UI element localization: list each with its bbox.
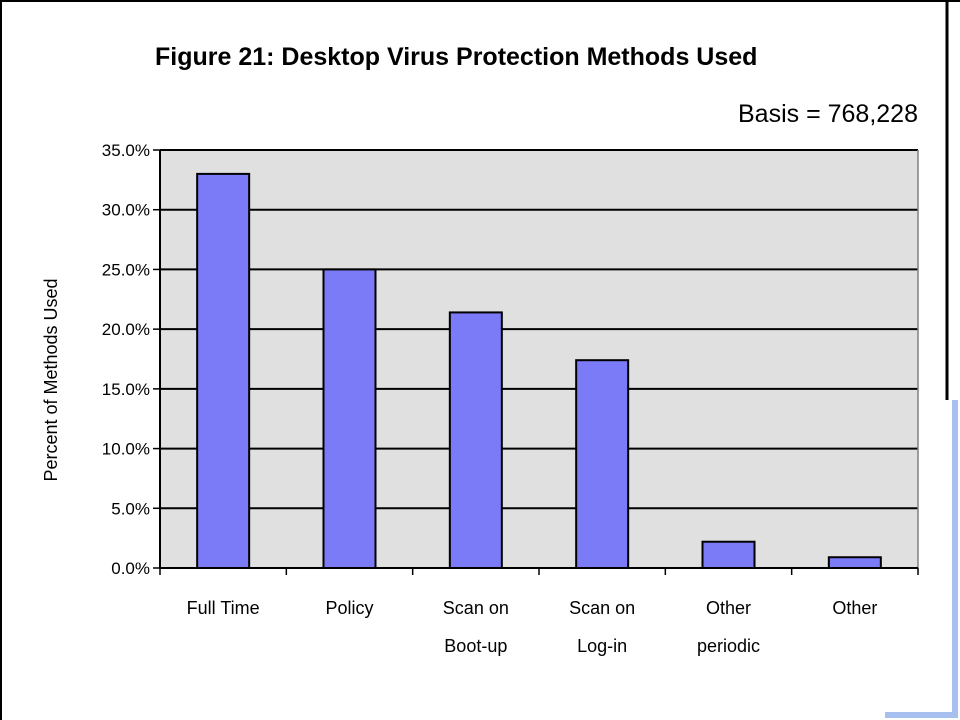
y-tick-label: 10.0% xyxy=(102,440,150,459)
y-tick-label: 30.0% xyxy=(102,201,150,220)
y-tick-label: 15.0% xyxy=(102,380,150,399)
x-tick-label: Full Time xyxy=(187,598,260,618)
bar xyxy=(827,556,882,569)
bar xyxy=(701,540,756,569)
y-tick-label: 35.0% xyxy=(102,141,150,160)
y-tick-label: 5.0% xyxy=(111,499,150,518)
bar xyxy=(448,311,503,569)
basis-annotation: Basis = 768,228 xyxy=(738,100,918,128)
plot-background xyxy=(160,150,918,568)
chart-title: Figure 21: Desktop Virus Protection Meth… xyxy=(155,43,757,71)
plot-area: 0.0% 5.0% 10.0% 15.0% 20.0% 25.0% 30.0% 35.0% Fu… xyxy=(102,141,919,656)
y-tick-label: 0.0% xyxy=(111,559,150,578)
y-tick-label: 25.0% xyxy=(102,260,150,279)
x-tick-label: Scan on Boot-up xyxy=(443,598,509,656)
bar xyxy=(322,268,377,569)
x-tick-label: Other periodic xyxy=(697,598,760,656)
y-axis-label: Percent of Methods Used xyxy=(41,278,61,481)
accent-frame xyxy=(885,400,958,718)
bar xyxy=(575,359,630,569)
x-tick-label: Other xyxy=(832,598,877,618)
y-tick-label: 20.0% xyxy=(102,320,150,339)
bar xyxy=(196,172,251,569)
x-tick-label: Policy xyxy=(325,598,373,618)
x-tick-label: Scan on Log-in xyxy=(569,598,635,656)
